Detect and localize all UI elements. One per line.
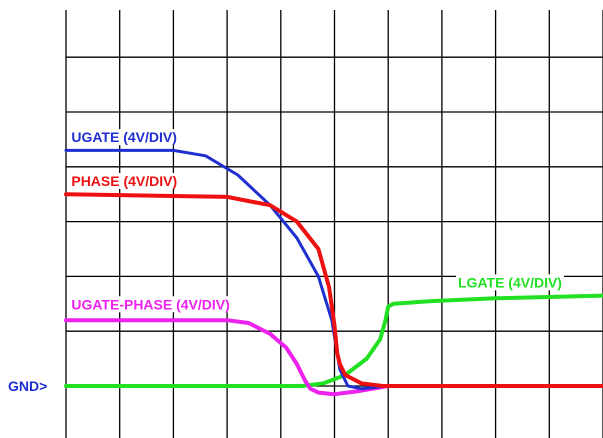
- trace-labels: UGATE (4V/DIV) PHASE (4V/DIV) UGATE-PHASE …: [69, 129, 564, 313]
- trace-lgate: [64, 293, 603, 388]
- trace-label: LGATE (4V/DIV): [458, 274, 562, 290]
- traces: [64, 148, 603, 397]
- trace-label: UGATE (4V/DIV): [71, 129, 177, 145]
- trace-label: UGATE-PHASE (4V/DIV): [71, 296, 229, 312]
- trace-label-background: [456, 274, 564, 291]
- trace-label: PHASE (4V/DIV): [71, 173, 177, 189]
- ground-marker: GND>: [8, 378, 47, 394]
- trace-ugate-phase: [64, 318, 603, 397]
- trace-label-background: [69, 172, 180, 189]
- trace-label-background: [69, 296, 232, 313]
- trace-phase: [64, 192, 603, 388]
- trace-ugate: [64, 148, 603, 391]
- trace-label-background: [69, 129, 179, 146]
